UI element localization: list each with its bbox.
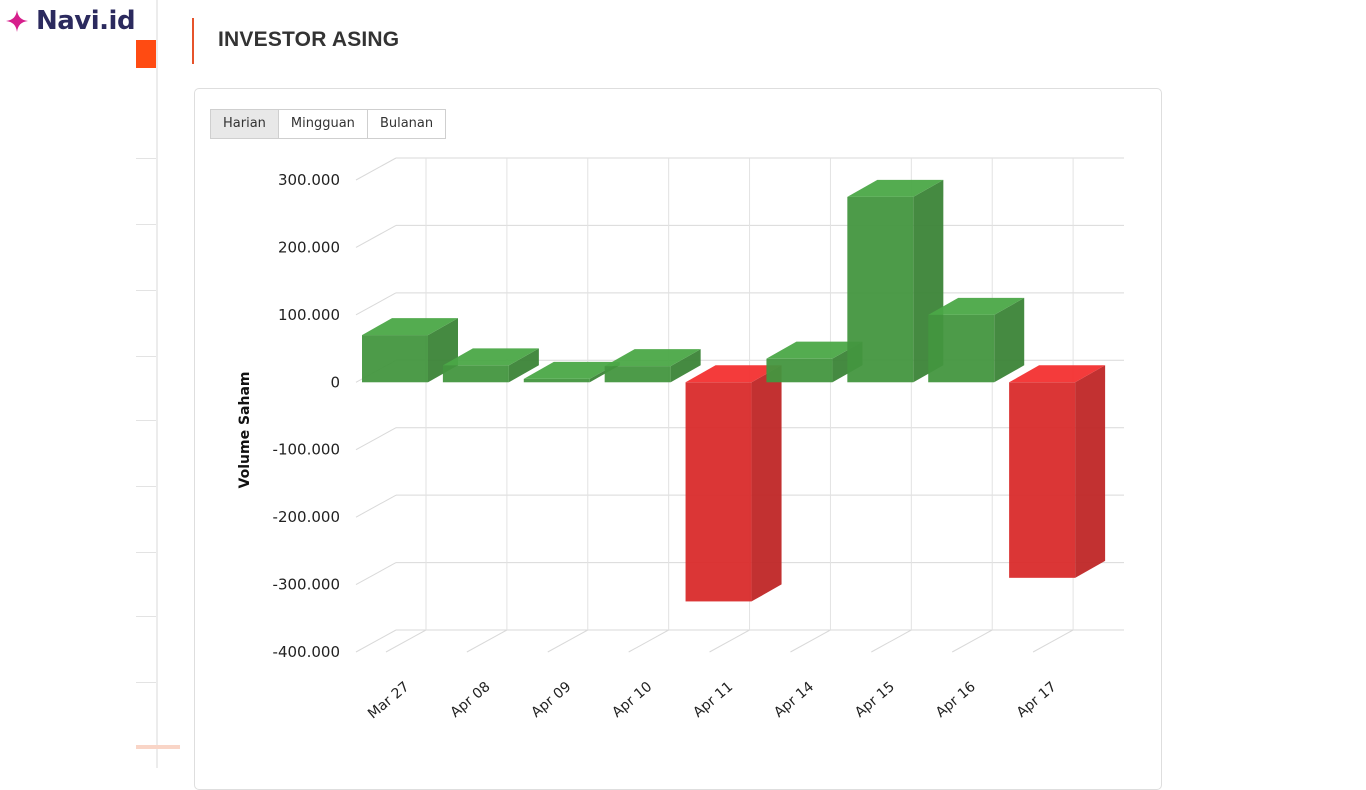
grid-line-y bbox=[355, 224, 397, 248]
bar-top bbox=[928, 297, 1025, 315]
rail-divider bbox=[136, 616, 156, 617]
sparkle-icon bbox=[6, 10, 28, 32]
grid-line-x bbox=[1032, 629, 1074, 653]
bar-front bbox=[362, 335, 428, 383]
rail-divider bbox=[136, 158, 156, 159]
y-axis-title: Volume Saham bbox=[237, 372, 253, 489]
y-tick-label: -200.000 bbox=[273, 508, 340, 526]
bar-front bbox=[766, 358, 833, 383]
section-title: INVESTOR ASING bbox=[218, 28, 400, 51]
bar-front bbox=[442, 365, 509, 383]
y-tick-label: 0 bbox=[330, 373, 340, 391]
y-tick-label: -400.000 bbox=[273, 643, 340, 661]
bar-front bbox=[523, 378, 590, 383]
y-tick-label: 200.000 bbox=[278, 238, 340, 256]
x-tick-label: Mar 27 bbox=[365, 679, 413, 723]
y-tick-label: 100.000 bbox=[278, 306, 340, 324]
grid-line-x bbox=[951, 629, 993, 653]
bar-top bbox=[442, 348, 539, 366]
x-tick-label: Apr 14 bbox=[771, 679, 817, 721]
x-tick-label: Apr 09 bbox=[528, 679, 574, 721]
rail-divider bbox=[136, 420, 156, 421]
chart-panel bbox=[194, 88, 1162, 790]
period-tabs: Harian Mingguan Bulanan bbox=[210, 109, 447, 139]
bar-side bbox=[670, 349, 701, 383]
bar-top bbox=[766, 341, 863, 359]
bar-top bbox=[685, 365, 782, 383]
bar-side bbox=[751, 365, 782, 602]
y-tick-label: -100.000 bbox=[273, 441, 340, 459]
y-tick-label: -300.000 bbox=[273, 576, 340, 594]
y-tick-label: 300.000 bbox=[278, 171, 340, 189]
tab-bulanan[interactable]: Bulanan bbox=[366, 109, 447, 139]
grid-line-y bbox=[355, 562, 397, 586]
bar-top bbox=[1009, 365, 1106, 383]
grid-line-y bbox=[355, 494, 397, 518]
bar-front bbox=[604, 366, 671, 383]
rail-divider bbox=[136, 224, 156, 225]
grid-line-y bbox=[355, 157, 397, 181]
bar-top bbox=[362, 318, 458, 336]
bar-front bbox=[847, 196, 914, 383]
bar bbox=[1009, 365, 1106, 578]
bar-top bbox=[523, 361, 620, 379]
bar-side bbox=[994, 297, 1025, 383]
grid-line-x bbox=[547, 629, 589, 653]
bar-top bbox=[847, 179, 944, 197]
grid-line-x bbox=[871, 629, 912, 653]
bar-front bbox=[685, 382, 752, 602]
bar bbox=[442, 348, 539, 383]
bar-side bbox=[1075, 365, 1106, 578]
bar bbox=[604, 349, 701, 383]
x-tick-label: Apr 17 bbox=[1014, 679, 1060, 721]
grid-line-y bbox=[355, 629, 397, 653]
bar-front bbox=[1009, 382, 1076, 578]
brand-logo[interactable]: Navi.id bbox=[4, 4, 136, 38]
section-accent-bar bbox=[192, 18, 194, 64]
rail-accent bbox=[136, 40, 156, 68]
grid-line-x bbox=[466, 629, 508, 653]
bottom-tab bbox=[136, 745, 180, 749]
rail-divider bbox=[136, 486, 156, 487]
x-tick-label: Apr 15 bbox=[852, 679, 898, 721]
bar bbox=[362, 318, 458, 383]
x-tick-label: Apr 16 bbox=[933, 679, 979, 721]
grid-line-x bbox=[385, 629, 427, 653]
volume-chart: 300.000 200.000 100.000 0 -100.000 -200.000 -3… bbox=[237, 157, 1124, 723]
bar-side bbox=[508, 348, 539, 383]
x-tick-label: Apr 08 bbox=[448, 679, 494, 721]
rail-divider bbox=[136, 552, 156, 553]
grid-line-x bbox=[709, 629, 750, 653]
grid-line-x bbox=[628, 629, 669, 653]
bar-top bbox=[604, 349, 701, 367]
grid-line-y bbox=[355, 292, 397, 316]
x-tick-label: Apr 10 bbox=[609, 679, 655, 721]
bar bbox=[685, 365, 782, 602]
grid-line-x bbox=[790, 629, 831, 653]
bar-front bbox=[928, 314, 995, 383]
rail-divider bbox=[136, 290, 156, 291]
bar bbox=[928, 297, 1025, 383]
rail-divider bbox=[136, 356, 156, 357]
grid-line-y bbox=[355, 427, 397, 451]
x-tick-label: Apr 11 bbox=[690, 679, 736, 721]
brand-name: Navi.id bbox=[36, 6, 136, 36]
tab-harian[interactable]: Harian bbox=[210, 109, 279, 139]
left-rail bbox=[156, 0, 158, 768]
rail-divider bbox=[136, 682, 156, 683]
